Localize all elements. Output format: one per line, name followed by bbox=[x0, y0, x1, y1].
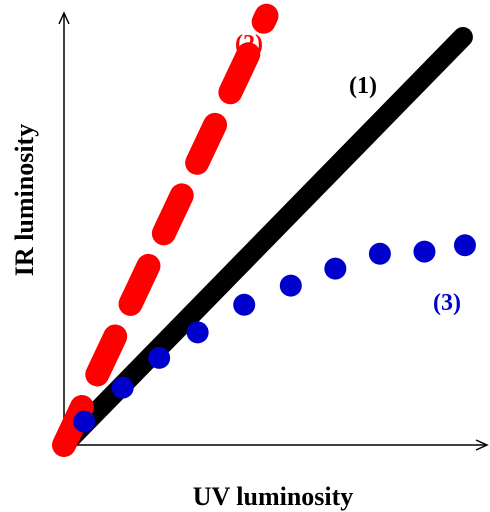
series-2-line bbox=[52, 3, 279, 457]
series-1-label: (1) bbox=[349, 73, 377, 99]
series-3-point bbox=[279, 274, 302, 297]
series-3-point bbox=[186, 321, 209, 344]
series-3-point bbox=[111, 376, 134, 399]
series-1-line bbox=[54, 27, 473, 455]
series-3-label: (3) bbox=[433, 290, 461, 316]
series-2-label: (2) bbox=[235, 31, 263, 57]
y-axis-label: IR luminosity bbox=[10, 124, 39, 276]
series-3-point bbox=[324, 257, 347, 280]
series-3-point bbox=[413, 240, 436, 263]
series-layer bbox=[52, 3, 476, 457]
y-axis-arrow bbox=[58, 11, 70, 25]
x-axis-arrow bbox=[475, 439, 489, 451]
series-3-point bbox=[453, 234, 476, 257]
series-3-point bbox=[73, 410, 96, 433]
series-3-point bbox=[233, 293, 256, 316]
x-axis-label: UV luminosity bbox=[193, 482, 354, 511]
axes bbox=[58, 11, 489, 451]
series-3-point bbox=[148, 346, 171, 369]
series-3-point bbox=[368, 242, 391, 265]
